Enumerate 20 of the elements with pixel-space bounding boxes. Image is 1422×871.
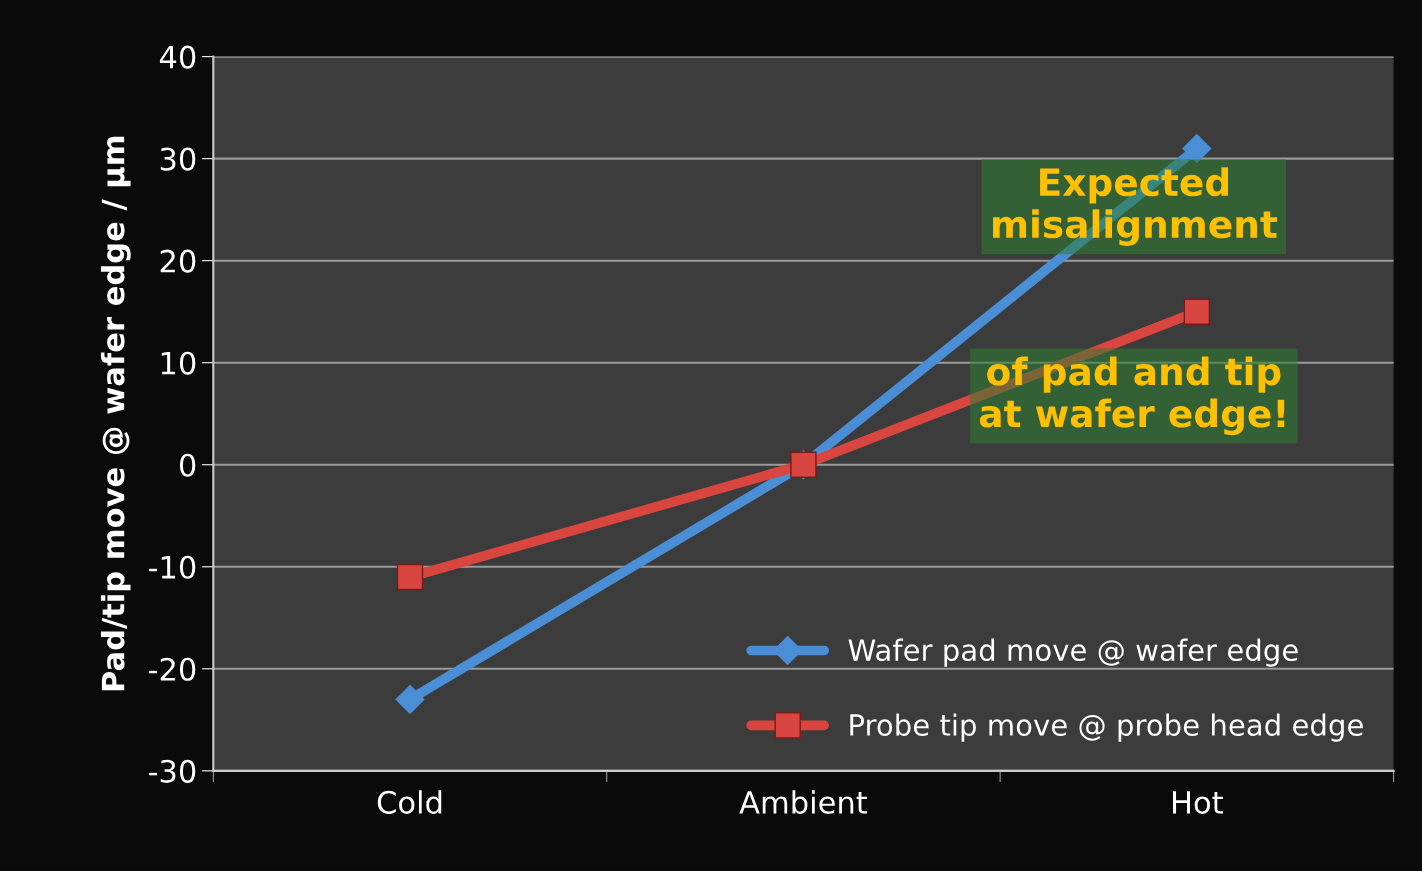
point xyxy=(396,563,424,591)
point xyxy=(1182,133,1212,163)
y-tick-label: 40 xyxy=(159,45,196,69)
annotation: Expected misalignment xyxy=(993,167,1278,246)
y-tick-label: -20 xyxy=(148,657,196,681)
y-tick-label: -30 xyxy=(148,759,196,783)
annotation: of pad and tip at wafer edge! xyxy=(979,356,1285,436)
y-axis-title: Pad/tip move @ wafer edge / µm xyxy=(100,136,131,691)
point xyxy=(1183,298,1211,325)
y-tick-label: 30 xyxy=(160,147,196,171)
legend-label: Probe tip move @ probe head edge xyxy=(850,713,1363,742)
x-tick-label: Ambient xyxy=(739,790,868,814)
y-tick-label: 10 xyxy=(161,351,196,375)
x-tick-label: Hot xyxy=(1173,791,1223,814)
x-tick-label: Cold xyxy=(377,790,442,814)
y-tick-label: 20 xyxy=(160,249,196,273)
legend-label: Wafer pad move @ wafer edge xyxy=(848,638,1298,667)
point xyxy=(395,684,425,714)
y-tick-label: -10 xyxy=(148,555,196,579)
y-tick-label: 0 xyxy=(179,453,196,477)
